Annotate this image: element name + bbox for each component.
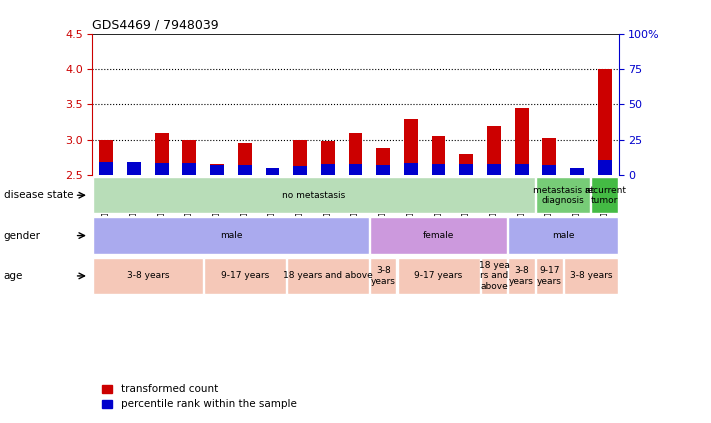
Bar [515, 108, 528, 175]
FancyBboxPatch shape [370, 217, 507, 254]
Bar [293, 140, 307, 175]
Bar [542, 137, 556, 175]
FancyBboxPatch shape [204, 258, 286, 294]
Text: 9-17
years: 9-17 years [537, 266, 562, 286]
Text: metastasis at
diagnosis: metastasis at diagnosis [533, 186, 594, 205]
Bar [265, 168, 279, 175]
Bar [404, 163, 418, 175]
Bar [459, 154, 474, 175]
Text: no metastasis: no metastasis [282, 191, 346, 200]
Bar [183, 163, 196, 175]
Text: 3-8
years: 3-8 years [370, 266, 395, 286]
Bar [598, 159, 611, 175]
Text: gender: gender [4, 231, 41, 241]
FancyBboxPatch shape [397, 258, 479, 294]
Bar [459, 165, 474, 175]
FancyBboxPatch shape [508, 258, 535, 294]
Text: 9-17 years: 9-17 years [220, 272, 269, 280]
Text: recurrent
tumor: recurrent tumor [584, 186, 626, 205]
Bar [598, 69, 611, 175]
Bar [100, 140, 113, 175]
Bar [155, 163, 169, 175]
Legend: transformed count, percentile rank within the sample: transformed count, percentile rank withi… [97, 380, 301, 414]
Text: male: male [220, 231, 242, 240]
Bar [100, 162, 113, 175]
Text: disease state: disease state [4, 190, 73, 200]
FancyBboxPatch shape [592, 177, 618, 213]
Bar [183, 140, 196, 175]
Text: 3-8
years: 3-8 years [509, 266, 534, 286]
Text: 3-8 years: 3-8 years [570, 272, 612, 280]
FancyBboxPatch shape [287, 258, 369, 294]
Bar [570, 168, 584, 175]
Bar [487, 126, 501, 175]
Text: 9-17 years: 9-17 years [415, 272, 463, 280]
Text: female: female [423, 231, 454, 240]
Bar [127, 162, 141, 175]
FancyBboxPatch shape [93, 177, 535, 213]
FancyBboxPatch shape [508, 217, 618, 254]
Bar [237, 165, 252, 175]
FancyBboxPatch shape [93, 217, 369, 254]
Text: 18 years and above: 18 years and above [283, 272, 373, 280]
FancyBboxPatch shape [93, 258, 203, 294]
Bar [432, 164, 446, 175]
Bar [321, 141, 335, 175]
Text: age: age [4, 271, 23, 281]
Bar [570, 168, 584, 175]
FancyBboxPatch shape [564, 258, 618, 294]
Text: 3-8 years: 3-8 years [127, 272, 169, 280]
Bar [376, 148, 390, 175]
Bar [348, 165, 363, 175]
Text: GDS4469 / 7948039: GDS4469 / 7948039 [92, 18, 219, 31]
Bar [155, 133, 169, 175]
Bar [487, 164, 501, 175]
Bar [348, 133, 363, 175]
Text: male: male [552, 231, 574, 240]
Bar [376, 165, 390, 175]
FancyBboxPatch shape [536, 258, 562, 294]
FancyBboxPatch shape [536, 177, 590, 213]
Bar [237, 143, 252, 175]
Bar [265, 168, 279, 175]
Bar [127, 172, 141, 175]
FancyBboxPatch shape [370, 258, 397, 294]
FancyBboxPatch shape [481, 258, 507, 294]
Text: 18 yea
rs and
above: 18 yea rs and above [479, 261, 509, 291]
Bar [404, 118, 418, 175]
Bar [210, 165, 224, 175]
Bar [542, 165, 556, 175]
Bar [293, 166, 307, 175]
Bar [210, 165, 224, 175]
Bar [321, 165, 335, 175]
Bar [432, 136, 446, 175]
Bar [515, 164, 528, 175]
